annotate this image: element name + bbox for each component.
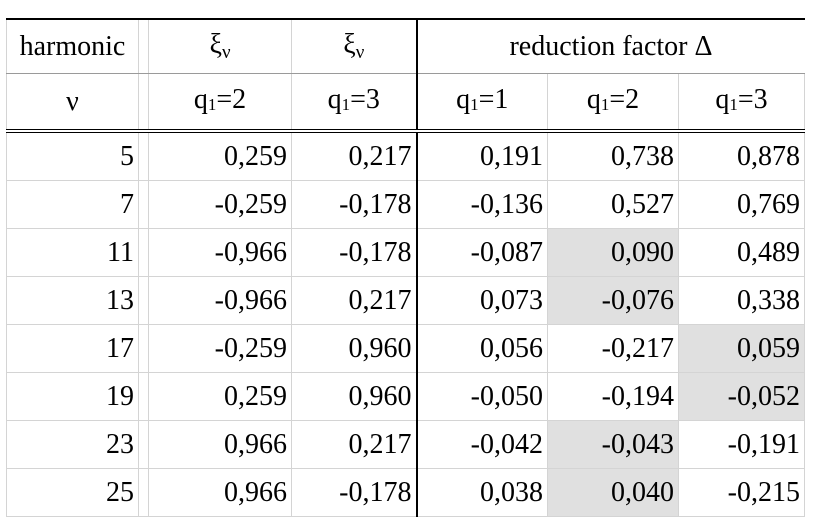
spacer-cell bbox=[138, 372, 149, 421]
xi-q3-cell: -0,178 bbox=[291, 228, 418, 277]
col-header-nu: ν bbox=[6, 73, 139, 133]
spacer-cell bbox=[138, 73, 149, 133]
spacer-cell bbox=[138, 18, 149, 74]
col-header-xi-q3: ξν bbox=[291, 18, 418, 74]
delta-q2-cell: -0,217 bbox=[547, 324, 679, 373]
delta-q3-cell: -0,215 bbox=[678, 468, 805, 517]
col-header-q-value: q1=3 bbox=[291, 73, 418, 133]
xi-q3-cell: -0,178 bbox=[291, 180, 418, 229]
xi-q2-cell: 0,966 bbox=[148, 468, 292, 517]
header-row-1: harmonic ξν ξν reduction factor Δ bbox=[6, 18, 805, 74]
delta-q3-cell-highlighted: 0,059 bbox=[678, 324, 805, 373]
delta-q2-cell-highlighted: 0,090 bbox=[547, 228, 679, 277]
col-header-harmonic: harmonic bbox=[6, 18, 139, 74]
col-header-xi-q2: ξν bbox=[148, 18, 292, 74]
xi-q2-cell: -0,966 bbox=[148, 228, 292, 277]
xi-q3-cell: 0,960 bbox=[291, 372, 418, 421]
table-row: 11 -0,966 -0,178 -0,087 0,090 0,489 bbox=[6, 228, 805, 277]
xi-q3-cell: 0,960 bbox=[291, 324, 418, 373]
col-header-q-value: q1=2 bbox=[547, 73, 679, 133]
delta-q1-cell: 0,038 bbox=[416, 468, 548, 517]
harmonic-cell: 7 bbox=[6, 180, 139, 229]
harmonic-cell: 13 bbox=[6, 276, 139, 325]
harmonic-cell: 5 bbox=[6, 131, 139, 181]
delta-q1-cell: -0,042 bbox=[416, 420, 548, 469]
spacer-cell bbox=[138, 228, 149, 277]
table-row: 17 -0,259 0,960 0,056 -0,217 0,059 bbox=[6, 324, 805, 373]
harmonic-cell: 25 bbox=[6, 468, 139, 517]
harmonic-cell: 11 bbox=[6, 228, 139, 277]
table-row: 7 -0,259 -0,178 -0,136 0,527 0,769 bbox=[6, 180, 805, 229]
delta-q3-cell: 0,338 bbox=[678, 276, 805, 325]
delta-q2-cell: 0,527 bbox=[547, 180, 679, 229]
harmonic-table: harmonic ξν ξν reduction factor Δ ν q1=2… bbox=[6, 18, 805, 517]
xi-q2-cell: 0,966 bbox=[148, 420, 292, 469]
xi-q2-cell: -0,259 bbox=[148, 324, 292, 373]
xi-q3-cell: 0,217 bbox=[291, 131, 418, 181]
xi-subscript: ν bbox=[355, 42, 365, 63]
delta-q3-cell: -0,191 bbox=[678, 420, 805, 469]
xi-q2-cell: 0,259 bbox=[148, 131, 292, 181]
table-row: 23 0,966 0,217 -0,042 -0,043 -0,191 bbox=[6, 420, 805, 469]
delta-q1-cell: 0,056 bbox=[416, 324, 548, 373]
delta-q2-cell-highlighted: 0,040 bbox=[547, 468, 679, 517]
table-row: 5 0,259 0,217 0,191 0,738 0,878 bbox=[6, 131, 805, 181]
col-header-q-value: q1=2 bbox=[148, 73, 292, 133]
spacer-cell bbox=[138, 420, 149, 469]
col-header-q-value: q1=1 bbox=[416, 73, 548, 133]
spacer-cell bbox=[138, 324, 149, 373]
delta-q1-cell: 0,073 bbox=[416, 276, 548, 325]
delta-q1-cell: -0,087 bbox=[416, 228, 548, 277]
table-row: 25 0,966 -0,178 0,038 0,040 -0,215 bbox=[6, 468, 805, 517]
harmonic-cell: 17 bbox=[6, 324, 139, 373]
xi-q2-cell: 0,259 bbox=[148, 372, 292, 421]
delta-q1-cell: -0,136 bbox=[416, 180, 548, 229]
xi-q2-cell: -0,966 bbox=[148, 276, 292, 325]
xi-symbol: ξ bbox=[343, 29, 356, 60]
spacer-cell bbox=[138, 180, 149, 229]
xi-subscript: ν bbox=[221, 42, 231, 63]
delta-q3-cell: 0,769 bbox=[678, 180, 805, 229]
col-header-q-value: q1=3 bbox=[678, 73, 805, 133]
xi-symbol: ξ bbox=[209, 29, 222, 60]
harmonic-cell: 19 bbox=[6, 372, 139, 421]
col-header-reduction-factor: reduction factor Δ bbox=[416, 18, 805, 74]
delta-q3-cell: 0,489 bbox=[678, 228, 805, 277]
xi-q2-cell: -0,259 bbox=[148, 180, 292, 229]
delta-q1-cell: 0,191 bbox=[416, 131, 548, 181]
table-row: 19 0,259 0,960 -0,050 -0,194 -0,052 bbox=[6, 372, 805, 421]
delta-q2-cell-highlighted: -0,076 bbox=[547, 276, 679, 325]
spacer-cell bbox=[138, 276, 149, 325]
delta-q2-cell-highlighted: -0,043 bbox=[547, 420, 679, 469]
delta-q3-cell-highlighted: -0,052 bbox=[678, 372, 805, 421]
delta-q1-cell: -0,050 bbox=[416, 372, 548, 421]
xi-q3-cell: 0,217 bbox=[291, 420, 418, 469]
harmonic-cell: 23 bbox=[6, 420, 139, 469]
delta-q2-cell: -0,194 bbox=[547, 372, 679, 421]
spreadsheet: harmonic ξν ξν reduction factor Δ ν q1=2… bbox=[6, 18, 805, 517]
spacer-cell bbox=[138, 468, 149, 517]
delta-q2-cell: 0,738 bbox=[547, 131, 679, 181]
xi-q3-cell: -0,178 bbox=[291, 468, 418, 517]
spacer-cell bbox=[138, 131, 149, 181]
header-row-2: ν q1=2 q1=3 q1=1 q1=2 q1=3 bbox=[6, 73, 805, 133]
delta-q3-cell: 0,878 bbox=[678, 131, 805, 181]
table-row: 13 -0,966 0,217 0,073 -0,076 0,338 bbox=[6, 276, 805, 325]
xi-q3-cell: 0,217 bbox=[291, 276, 418, 325]
